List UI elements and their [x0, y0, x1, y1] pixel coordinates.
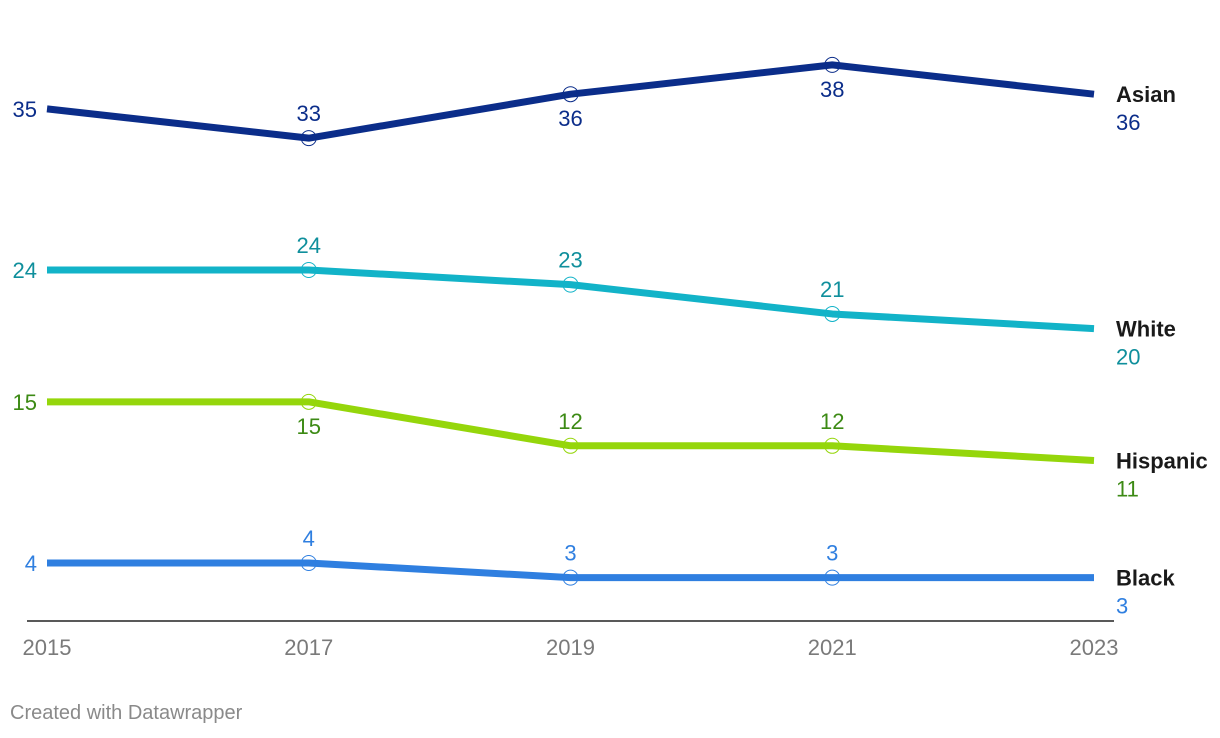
credit-footer: Created with Datawrapper: [10, 702, 243, 724]
data-label-asian: 35: [13, 97, 37, 122]
x-tick-label: 2019: [546, 635, 595, 660]
x-tick-label: 2017: [284, 635, 333, 660]
data-point-black: [300, 555, 317, 571]
data-point-white: [562, 276, 579, 293]
series-name-label-black: Black: [1116, 566, 1175, 591]
series-name-label-asian: Asian: [1116, 82, 1176, 107]
series-line-hispanic: [47, 398, 1095, 464]
data-label-hispanic: 15: [13, 390, 37, 415]
data-label-black: 3: [1116, 594, 1128, 619]
x-tick-label: 2015: [23, 635, 72, 660]
data-label-hispanic: 11: [1116, 476, 1139, 501]
data-point-hispanic: [824, 437, 841, 454]
data-point-black: [824, 569, 841, 586]
data-point-white: [824, 305, 841, 322]
data-label-asian: 36: [558, 106, 582, 131]
series-line-asian: [46, 61, 1095, 142]
x-tick-label: 2021: [808, 635, 857, 660]
data-point-black: [562, 569, 579, 586]
data-label-white: 23: [558, 248, 582, 273]
series-line-white: [47, 266, 1095, 333]
data-label-hispanic: 12: [820, 409, 844, 434]
data-label-asian: 38: [820, 77, 844, 102]
data-label-white: 21: [820, 277, 844, 302]
data-label-black: 3: [564, 541, 576, 566]
data-label-white: 24: [297, 233, 321, 258]
data-point-asian: [562, 86, 579, 103]
data-label-hispanic: 12: [558, 409, 582, 434]
x-tick-label: 2023: [1070, 635, 1119, 660]
data-label-black: 4: [25, 551, 37, 576]
data-point-white: [300, 262, 317, 278]
data-point-hispanic: [300, 393, 317, 410]
series-name-label-white: White: [1116, 317, 1176, 342]
series-name-label-hispanic: Hispanic: [1116, 448, 1208, 473]
data-point-hispanic: [562, 437, 579, 454]
data-point-asian: [300, 130, 317, 147]
data-label-asian: 36: [1116, 110, 1140, 135]
series-line-black: [47, 559, 1094, 582]
data-label-white: 20: [1116, 345, 1140, 370]
data-point-asian: [824, 56, 841, 73]
data-label-black: 3: [826, 541, 838, 566]
data-label-hispanic: 15: [297, 414, 321, 439]
data-label-asian: 33: [297, 101, 321, 126]
data-label-white: 24: [13, 258, 37, 283]
data-label-black: 4: [303, 526, 315, 551]
